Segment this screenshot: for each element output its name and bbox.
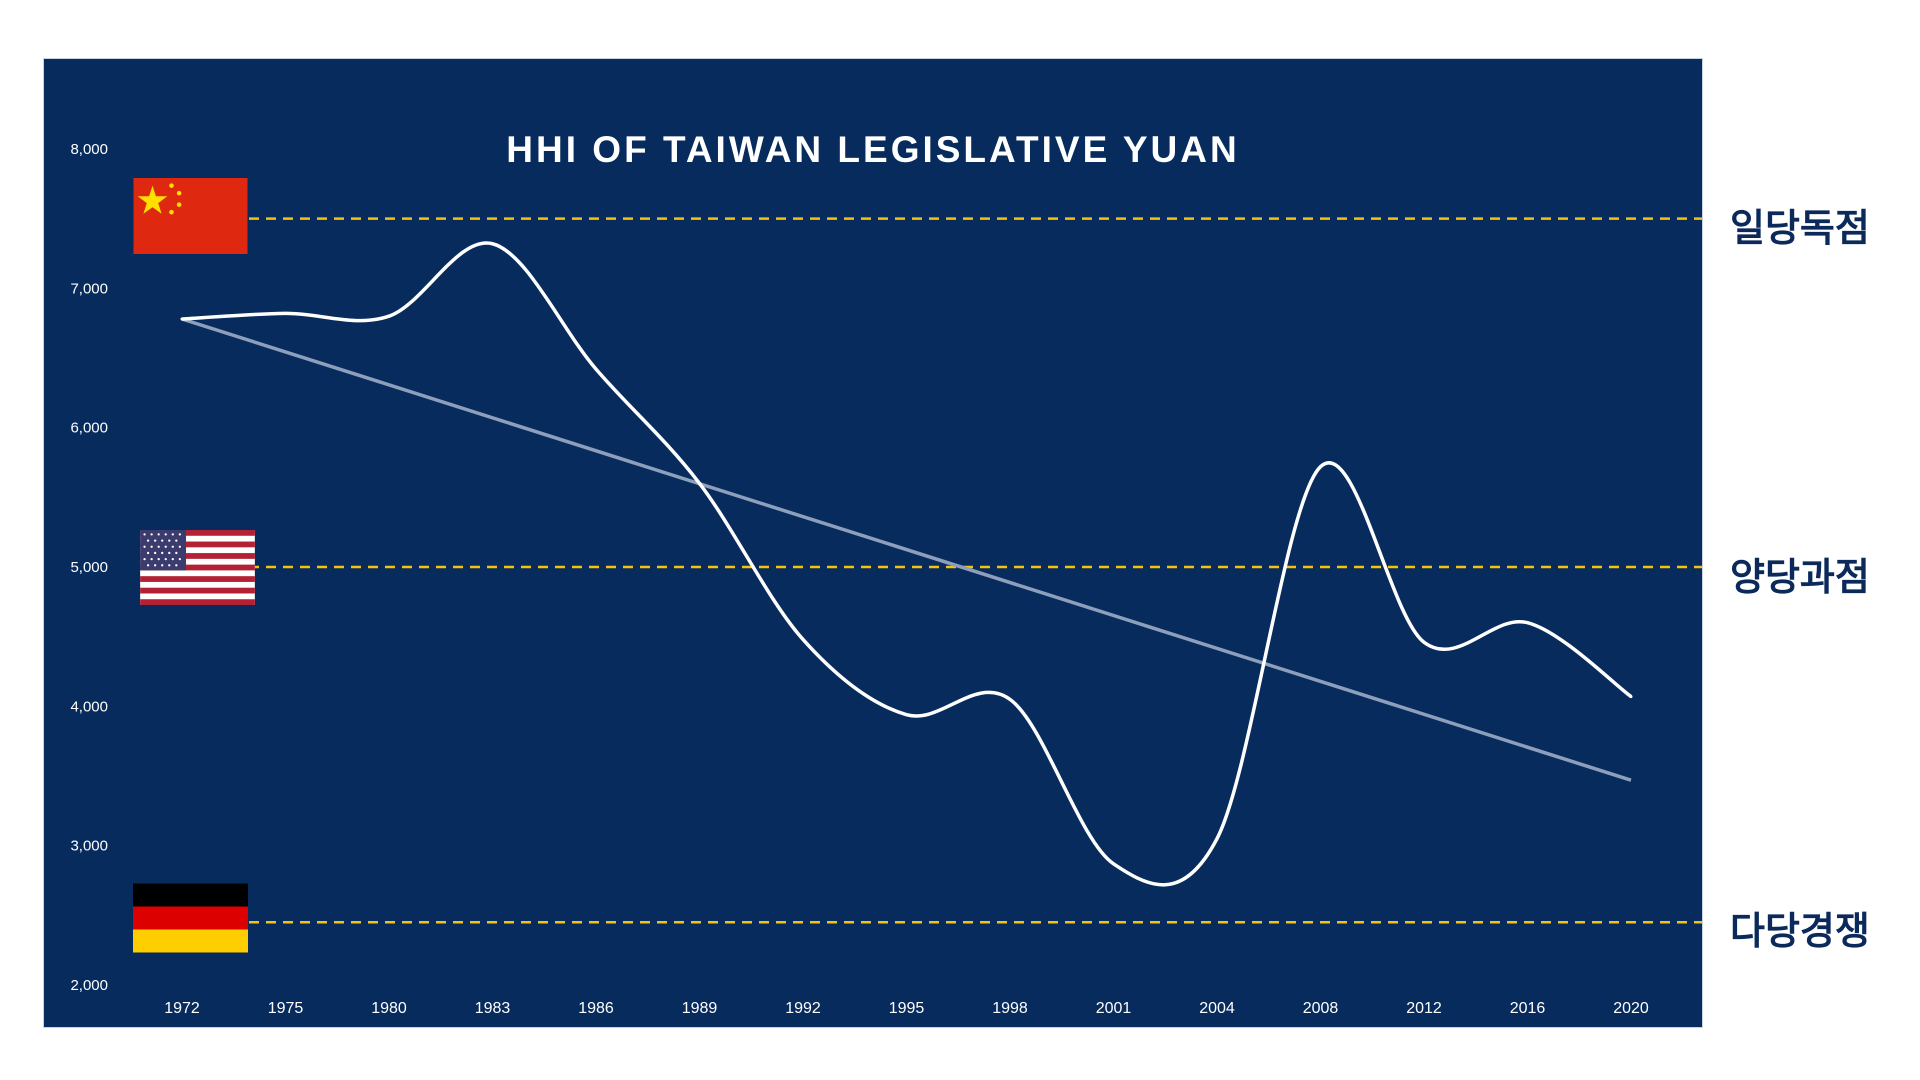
ref-label-multi-party: 다당경쟁 xyxy=(1730,909,1870,953)
data-point xyxy=(698,481,701,485)
ref-label-one-party: 일당독점 xyxy=(1730,206,1870,250)
data-point xyxy=(1629,695,1633,699)
x-tick-label: 1989 xyxy=(682,1000,718,1017)
y-tick-label: 2,000 xyxy=(70,977,108,994)
x-tick-label: 2004 xyxy=(1199,1000,1235,1017)
data-point xyxy=(801,637,805,641)
series-line-hhi xyxy=(181,241,1633,887)
x-tick-label: 1983 xyxy=(475,1000,511,1017)
chart-frame: HHI OF TAIWAN LEGISLATIVE YUAN 2,000 3,00… xyxy=(43,58,1703,1028)
data-point xyxy=(1215,837,1219,841)
data-point xyxy=(180,317,184,321)
x-tick-label: 1980 xyxy=(371,1000,407,1017)
data-point xyxy=(387,314,391,318)
x-tick-label: 1986 xyxy=(578,1000,614,1017)
usa-flag-icon xyxy=(140,530,255,605)
data-point xyxy=(1008,697,1012,701)
data-point xyxy=(594,367,598,371)
chart-plot: 2,000 3,000 4,000 5,000 6,000 7,000 8,000 1972 1… xyxy=(70,141,1702,1017)
y-tick-label: 8,000 xyxy=(70,141,108,158)
x-tick-label: 1995 xyxy=(889,1000,925,1017)
x-tick-label: 1998 xyxy=(992,1000,1028,1017)
data-point xyxy=(1422,640,1426,644)
china-flag-icon xyxy=(133,178,248,254)
y-tick-label: 6,000 xyxy=(70,420,108,437)
data-point xyxy=(1526,621,1529,625)
data-point xyxy=(284,311,287,315)
data-point xyxy=(491,242,494,246)
chart-title: HHI OF TAIWAN LEGISLATIVE YUAN xyxy=(506,129,1240,170)
x-tick-label: 2020 xyxy=(1613,1000,1649,1017)
y-tick-label: 3,000 xyxy=(70,838,108,855)
germany-flag-icon xyxy=(133,883,248,953)
y-tick-label: 5,000 xyxy=(70,559,108,576)
data-point xyxy=(905,713,908,717)
x-tick-label: 2012 xyxy=(1406,1000,1442,1017)
x-tick-label: 2001 xyxy=(1096,1000,1132,1017)
ref-label-two-party: 양당과점 xyxy=(1730,555,1870,599)
x-tick-label: 1975 xyxy=(268,1000,304,1017)
y-tick-label: 7,000 xyxy=(70,280,108,297)
data-point xyxy=(1112,862,1115,866)
x-tick-label: 2016 xyxy=(1510,1000,1546,1017)
data-point xyxy=(1319,465,1322,469)
trend-line xyxy=(181,317,1632,782)
x-tick-label: 1992 xyxy=(785,1000,821,1017)
x-tick-label: 2008 xyxy=(1303,1000,1339,1017)
x-tick-label: 1972 xyxy=(164,1000,200,1017)
y-tick-label: 4,000 xyxy=(70,698,108,715)
